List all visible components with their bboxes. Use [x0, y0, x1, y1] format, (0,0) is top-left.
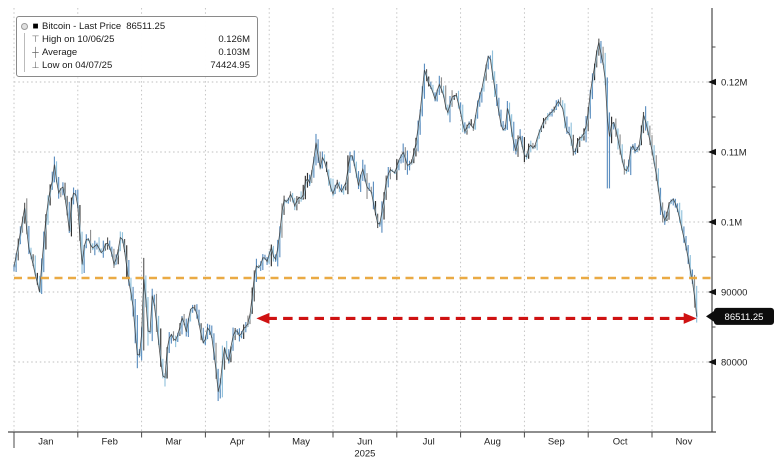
legend-label-low: Low on 04/07/25: [42, 60, 113, 71]
legend-label-last-price: Bitcoin - Last Price: [42, 21, 122, 32]
x-axis-month-label: Mar: [165, 437, 181, 448]
axes-layer: 0.12M 0.11M 0.1M 90000 80000 Jan Feb Mar Apr May J…: [8, 8, 747, 460]
high-marker-icon: ⊤: [31, 34, 40, 44]
y-axis-label: 90000: [721, 287, 747, 298]
legend-label-average: Average: [42, 47, 78, 58]
legend-row-low: ⊥ Low on 04/07/25 74424.95: [20, 59, 250, 72]
x-axis-month-label: Feb: [102, 437, 118, 448]
x-axis-month-label: Jan: [38, 437, 53, 448]
x-axis-month-label: Aug: [484, 437, 501, 448]
x-axis-month-label: Sep: [548, 437, 565, 448]
y-axis-label: 0.11M: [721, 147, 747, 158]
legend-label-high: High on 10/06/25: [42, 34, 115, 45]
x-axis-month-label: May: [292, 437, 310, 448]
x-axis-month-label: Apr: [230, 437, 245, 448]
price-drop-arrow-annotation: [256, 312, 697, 324]
y-axis-label: 0.1M: [721, 217, 742, 228]
legend-tree-line: [24, 59, 26, 72]
legend-value-high: 0.126M: [218, 34, 250, 45]
y-axis-label: 0.12M: [721, 77, 747, 88]
x-axis-month-label: Oct: [613, 437, 628, 448]
y-axis-tick-arrow: [708, 358, 716, 366]
chart-legend: ■ Bitcoin - Last Price 86511.25 ⊤ High o…: [16, 16, 258, 77]
y-axis-tick-arrow: [708, 148, 716, 156]
x-axis-month-label: Jun: [357, 437, 372, 448]
svg-text:86511.25: 86511.25: [725, 312, 764, 323]
y-axis-tick-arrow: [708, 78, 716, 86]
low-marker-icon: ⊥: [31, 60, 40, 70]
legend-value-average: 0.103M: [218, 47, 250, 58]
legend-tree-line: [24, 46, 26, 59]
legend-value-last-price: 86511.25: [126, 21, 166, 32]
legend-row-average: ┼ Average 0.103M: [20, 46, 250, 59]
x-axis-month-label: Nov: [675, 437, 692, 448]
y-axis-tick-arrow: [708, 288, 716, 296]
grid-layer: [13, 8, 712, 432]
x-axis-month-label: Jul: [423, 437, 435, 448]
legend-row-high: ⊤ High on 10/06/25 0.126M: [20, 33, 250, 46]
y-axis-label: 80000: [721, 357, 747, 368]
legend-row-last-price: ■ Bitcoin - Last Price 86511.25: [20, 20, 250, 33]
legend-value-low: 74424.95: [210, 60, 250, 71]
average-marker-icon: ┼: [32, 47, 39, 57]
legend-toggle-dot[interactable]: [21, 23, 28, 30]
legend-tree-line: [24, 33, 26, 46]
y-axis-tick-arrow: [708, 218, 716, 226]
x-axis-year-label: 2025: [354, 449, 375, 460]
series-square-icon: ■: [32, 21, 39, 32]
price-series: [13, 38, 698, 402]
last-price-badge: 86511.25: [706, 307, 774, 325]
